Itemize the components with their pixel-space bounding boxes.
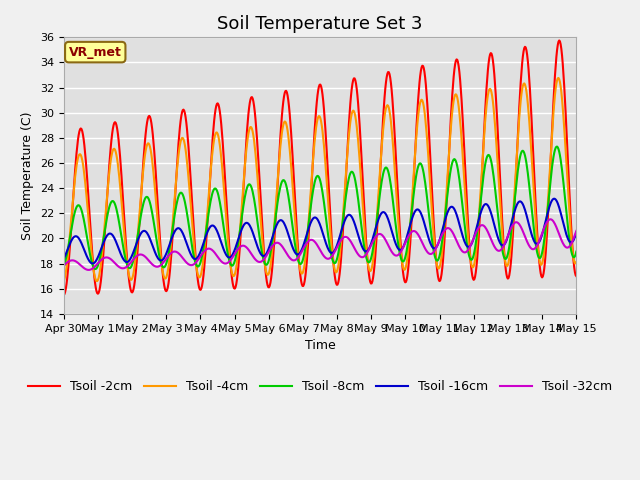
Tsoil -8cm (202, 231, 209, 237)
Line: Tsoil -32cm: Tsoil -32cm (64, 219, 576, 270)
Line: Tsoil -8cm: Tsoil -8cm (64, 146, 576, 269)
Tsoil -32cm (202, 247, 209, 253)
Tsoil -16cm (175, 225, 182, 231)
Tsoil -8cm (92, 266, 99, 272)
Tsoil -8cm (175, 193, 182, 199)
Tsoil -2cm (122, 238, 129, 243)
X-axis label: Time: Time (305, 339, 335, 352)
Tsoil -2cm (572, 273, 580, 279)
Tsoil -32cm (60, 263, 68, 268)
Text: VR_met: VR_met (69, 46, 122, 59)
Tsoil -32cm (547, 216, 554, 222)
Legend: Tsoil -2cm, Tsoil -4cm, Tsoil -8cm, Tsoil -16cm, Tsoil -32cm: Tsoil -2cm, Tsoil -4cm, Tsoil -8cm, Tsoi… (23, 375, 617, 398)
Tsoil -4cm (572, 259, 580, 265)
Tsoil -16cm (398, 246, 406, 252)
Tsoil -16cm (69, 235, 77, 241)
Tsoil -16cm (89, 261, 97, 266)
Tsoil -2cm (556, 37, 563, 43)
Tsoil -16cm (383, 213, 390, 218)
Tsoil -8cm (60, 264, 68, 270)
Line: Tsoil -16cm: Tsoil -16cm (64, 199, 576, 264)
Tsoil -16cm (60, 256, 68, 262)
Tsoil -16cm (123, 259, 131, 265)
Tsoil -8cm (383, 165, 390, 171)
Tsoil -4cm (69, 196, 77, 202)
Title: Soil Temperature Set 3: Soil Temperature Set 3 (217, 15, 423, 33)
Line: Tsoil -4cm: Tsoil -4cm (64, 78, 576, 281)
Tsoil -4cm (122, 248, 129, 253)
Tsoil -2cm (382, 80, 390, 85)
Tsoil -2cm (397, 245, 404, 251)
Tsoil -2cm (174, 151, 182, 156)
Tsoil -32cm (383, 239, 390, 245)
Tsoil -16cm (550, 196, 558, 202)
Tsoil -2cm (69, 198, 77, 204)
Tsoil -4cm (174, 159, 182, 165)
Tsoil -32cm (175, 251, 182, 256)
Tsoil -4cm (60, 278, 68, 284)
Tsoil -4cm (382, 105, 390, 111)
Tsoil -2cm (60, 292, 68, 298)
Tsoil -32cm (85, 267, 93, 273)
Tsoil -4cm (555, 75, 563, 81)
Tsoil -32cm (572, 228, 580, 234)
Tsoil -8cm (553, 144, 561, 149)
Line: Tsoil -2cm: Tsoil -2cm (64, 40, 576, 295)
Tsoil -8cm (572, 249, 580, 254)
Tsoil -8cm (123, 260, 131, 265)
Tsoil -4cm (201, 241, 209, 247)
Tsoil -8cm (398, 257, 406, 263)
Y-axis label: Soil Temperature (C): Soil Temperature (C) (21, 111, 34, 240)
Tsoil -2cm (201, 258, 209, 264)
Tsoil -32cm (69, 257, 77, 263)
Tsoil -16cm (572, 230, 580, 236)
Tsoil -16cm (202, 234, 209, 240)
Tsoil -32cm (398, 248, 406, 253)
Tsoil -8cm (69, 217, 77, 223)
Tsoil -32cm (123, 264, 131, 270)
Tsoil -4cm (397, 250, 404, 256)
